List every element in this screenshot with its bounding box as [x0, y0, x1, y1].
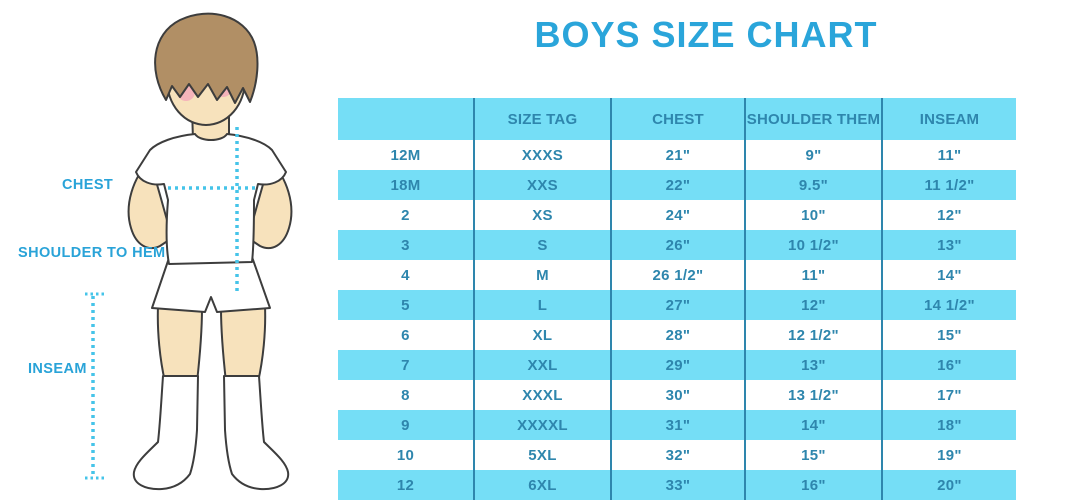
- table-row: 3 S 26" 10 1/2" 13": [338, 230, 1016, 260]
- table-row: 18M XXS 22" 9.5" 11 1/2": [338, 170, 1016, 200]
- column-header-empty: [338, 98, 473, 140]
- table-cell: XXXXL: [473, 410, 610, 440]
- table-cell: 15": [744, 440, 881, 470]
- table-cell: 28": [610, 320, 744, 350]
- chest-label: CHEST: [62, 177, 114, 193]
- table-row: 7 XXL 29" 13" 16": [338, 350, 1016, 380]
- boy-arm: [247, 159, 293, 250]
- table-cell: 12M: [390, 146, 421, 164]
- table-cell: 9: [401, 416, 410, 434]
- page-title: BOYS SIZE CHART: [534, 14, 878, 55]
- table-row: 12 6XL 33" 16" 20": [338, 470, 1016, 500]
- table-cell: XXXS: [473, 140, 610, 170]
- table-cell: 2: [401, 206, 410, 224]
- table-cell: 20": [881, 470, 1016, 500]
- table-cell: 32": [610, 440, 744, 470]
- table-cell: 12 1/2": [744, 320, 881, 350]
- table-row: 9 XXXXL 31" 14" 18": [338, 410, 1016, 440]
- table-row: 10 5XL 32" 15" 19": [338, 440, 1016, 470]
- table-cell: 22": [610, 170, 744, 200]
- column-header: SHOULDER THEM: [744, 98, 881, 140]
- table-cell: 19": [881, 440, 1016, 470]
- shoulder-to-hem-label: SHOULDER TO HEM: [18, 245, 166, 261]
- boy-shirt: [135, 133, 287, 265]
- table-cell: 29": [610, 350, 744, 380]
- table-cell: 3: [401, 236, 410, 254]
- column-header: INSEAM: [881, 98, 1016, 140]
- table-cell: 21": [610, 140, 744, 170]
- table-cell: 13": [881, 230, 1016, 260]
- table-cell: 30": [610, 380, 744, 410]
- table-cell: 11": [881, 140, 1016, 170]
- table-cell: 7: [401, 356, 410, 374]
- boy-shorts: [151, 256, 271, 313]
- table-cell: 6: [401, 326, 410, 344]
- table-cell: 10: [396, 446, 415, 464]
- boy-sock: [223, 375, 290, 491]
- table-cell: 14": [744, 410, 881, 440]
- table-cell: 24": [610, 200, 744, 230]
- table-cell: XXL: [473, 350, 610, 380]
- table-cell: 33": [610, 470, 744, 500]
- table-cell: 31": [610, 410, 744, 440]
- table-cell: 12: [396, 476, 415, 494]
- table-cell: 14": [881, 260, 1016, 290]
- boy-sock: [132, 375, 199, 491]
- boy-arm: [127, 159, 173, 250]
- table-cell: 10": [744, 200, 881, 230]
- table-cell: 13": [744, 350, 881, 380]
- table-cell: 12": [881, 200, 1016, 230]
- table-row: 8 XXXL 30" 13 1/2" 17": [338, 380, 1016, 410]
- table-cell: 8: [401, 386, 410, 404]
- table-row: 6 XL 28" 12 1/2" 15": [338, 320, 1016, 350]
- table-cell: 26": [610, 230, 744, 260]
- table-cell: XL: [473, 320, 610, 350]
- table-cell: 16": [881, 350, 1016, 380]
- table-cell: XXS: [473, 170, 610, 200]
- table-cell: 12": [744, 290, 881, 320]
- table-row: 12M XXXS 21" 9" 11": [338, 140, 1016, 170]
- table-cell: 4: [401, 266, 410, 284]
- column-header: SIZE TAG: [473, 98, 610, 140]
- table-cell: 6XL: [473, 470, 610, 500]
- table-cell: 18": [881, 410, 1016, 440]
- boy-legs: [156, 305, 203, 383]
- boy-hair: [154, 12, 259, 104]
- size-table: SIZE TAG CHEST SHOULDER THEM INSEAM 12M XXXS 2…: [338, 98, 1016, 500]
- table-cell: 5XL: [473, 440, 610, 470]
- table-row: 5 L 27" 12" 14 1/2": [338, 290, 1016, 320]
- table-row: 4 M 26 1/2" 11" 14": [338, 260, 1016, 290]
- table-cell: 11": [744, 260, 881, 290]
- table-cell: 5: [401, 296, 410, 314]
- boy-legs: [220, 305, 267, 383]
- table-cell: XXXL: [473, 380, 610, 410]
- table-cell: S: [473, 230, 610, 260]
- table-cell: 9.5": [744, 170, 881, 200]
- table-cell: L: [473, 290, 610, 320]
- table-cell: 15": [881, 320, 1016, 350]
- table-cell: 16": [744, 470, 881, 500]
- table-cell: 17": [881, 380, 1016, 410]
- table-cell: 26 1/2": [610, 260, 744, 290]
- table-cell: 9": [744, 140, 881, 170]
- table-cell: 18M: [390, 176, 421, 194]
- inseam-label: INSEAM: [28, 361, 87, 377]
- boy-illustration: [85, 12, 293, 491]
- column-header: CHEST: [610, 98, 744, 140]
- table-cell: 14 1/2": [881, 290, 1016, 320]
- table-header-row: SIZE TAG CHEST SHOULDER THEM INSEAM: [338, 98, 1016, 140]
- table-cell: XS: [473, 200, 610, 230]
- table-row: 2 XS 24" 10" 12": [338, 200, 1016, 230]
- table-cell: 11 1/2": [881, 170, 1016, 200]
- table-cell: 13 1/2": [744, 380, 881, 410]
- table-cell: 27": [610, 290, 744, 320]
- table-cell: M: [473, 260, 610, 290]
- table-cell: 10 1/2": [744, 230, 881, 260]
